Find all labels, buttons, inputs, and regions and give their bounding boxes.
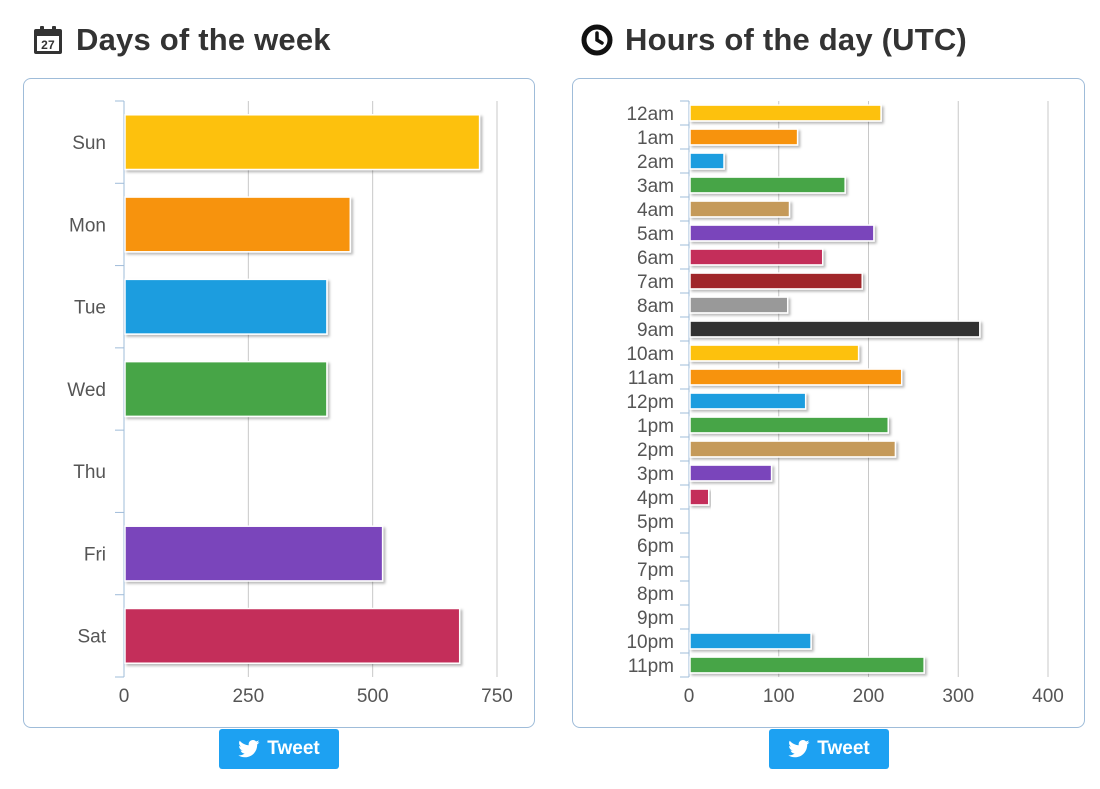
- days-tweet-button[interactable]: Tweet: [219, 729, 339, 769]
- category-label: 8am: [637, 296, 674, 317]
- days-chart-card: Sun Mon Tue Wed Thu Fri Sat 0 250 500 750: [23, 78, 535, 728]
- bar-12pm[interactable]: [689, 392, 807, 410]
- category-label: 4am: [637, 200, 674, 221]
- category-label: 6am: [637, 248, 674, 269]
- category-label: Sat: [77, 627, 106, 648]
- category-label: 8pm: [637, 584, 674, 605]
- category-label: Tue: [74, 298, 106, 319]
- category-label: Thu: [73, 462, 106, 483]
- twitter-bird-icon: [238, 740, 260, 758]
- category-label: 3am: [637, 176, 674, 197]
- category-label: Wed: [67, 380, 106, 401]
- category-label: Fri: [84, 544, 106, 565]
- days-chart: Sun Mon Tue Wed Thu Fri Sat 0 250 500 750: [67, 100, 513, 707]
- days-chart-title-text: Days of the week: [76, 22, 331, 57]
- bar-1am[interactable]: [689, 128, 799, 146]
- category-label: 9pm: [637, 608, 674, 629]
- bar-11pm[interactable]: [689, 656, 925, 674]
- x-tick-label: 750: [481, 686, 513, 707]
- hours-tweet-button[interactable]: Tweet: [769, 729, 889, 769]
- bar-3pm[interactable]: [689, 464, 773, 482]
- x-tick-label: 500: [357, 686, 389, 707]
- category-label: 10pm: [626, 632, 674, 653]
- category-label: 7am: [637, 272, 674, 293]
- bar-11am[interactable]: [689, 368, 903, 386]
- category-label: 11pm: [628, 656, 674, 677]
- bar-wed[interactable]: [124, 360, 328, 418]
- clock-icon: [581, 24, 613, 56]
- bar-sat[interactable]: [124, 607, 461, 664]
- x-tick-label: 300: [942, 686, 974, 707]
- category-label: 1pm: [637, 416, 674, 437]
- category-label: 1am: [637, 128, 674, 149]
- bar-9am[interactable]: [689, 320, 981, 338]
- bar-10am[interactable]: [689, 344, 860, 362]
- category-label: 7pm: [637, 560, 674, 581]
- bar-fri[interactable]: [124, 525, 384, 582]
- bar-1pm[interactable]: [689, 416, 889, 434]
- x-tick-label: 100: [763, 686, 795, 707]
- bar-2am[interactable]: [689, 152, 725, 170]
- bar-10pm[interactable]: [689, 632, 812, 650]
- x-tick-label: 250: [232, 686, 264, 707]
- bar-4pm[interactable]: [689, 488, 710, 506]
- bar-7am[interactable]: [689, 272, 863, 290]
- bar-8am[interactable]: [689, 296, 789, 314]
- category-label: 12pm: [626, 392, 674, 413]
- calendar-day-number: 27: [41, 38, 55, 52]
- hours-tweet-label: Tweet: [817, 738, 870, 759]
- hours-chart: 12am 1am 2am 3am 4am 5am 6am 7am 8am 9am 10am 11am 1…: [626, 100, 1064, 707]
- category-label: 12am: [626, 104, 674, 125]
- category-label: 5am: [637, 224, 674, 245]
- days-tweet-label: Tweet: [267, 738, 320, 759]
- category-label: 2am: [637, 152, 674, 173]
- calendar-icon: 27: [34, 26, 62, 54]
- bar-4am[interactable]: [689, 200, 791, 218]
- bar-tue[interactable]: [124, 278, 328, 335]
- category-label: 5pm: [637, 512, 674, 533]
- category-label: Sun: [72, 133, 106, 154]
- bar-sun[interactable]: [124, 114, 481, 171]
- bar-6am[interactable]: [689, 248, 824, 266]
- category-label: 3pm: [637, 464, 674, 485]
- category-label: Mon: [69, 215, 106, 236]
- x-tick-label: 0: [119, 686, 130, 707]
- x-tick-label: 0: [684, 686, 695, 707]
- x-tick-label: 400: [1032, 686, 1064, 707]
- hours-chart-title-text: Hours of the day (UTC): [625, 22, 967, 57]
- bar-mon[interactable]: [124, 196, 352, 253]
- x-tick-label: 200: [853, 686, 885, 707]
- twitter-bird-icon: [788, 740, 810, 758]
- hours-chart-card: 12am 1am 2am 3am 4am 5am 6am 7am 8am 9am 10am 11am 1…: [572, 78, 1085, 728]
- category-label: 11am: [628, 368, 674, 389]
- bar-3am[interactable]: [689, 176, 846, 194]
- bar-12am[interactable]: [689, 104, 882, 122]
- days-chart-title: 27 Days of the week: [32, 18, 331, 62]
- category-label: 6pm: [637, 536, 674, 557]
- category-label: 2pm: [637, 440, 674, 461]
- category-label: 10am: [626, 344, 674, 365]
- hours-chart-title: Hours of the day (UTC): [581, 18, 967, 62]
- bar-5am[interactable]: [689, 224, 875, 242]
- bar-2pm[interactable]: [689, 440, 897, 458]
- category-label: 9am: [637, 320, 674, 341]
- category-label: 4pm: [637, 488, 674, 509]
